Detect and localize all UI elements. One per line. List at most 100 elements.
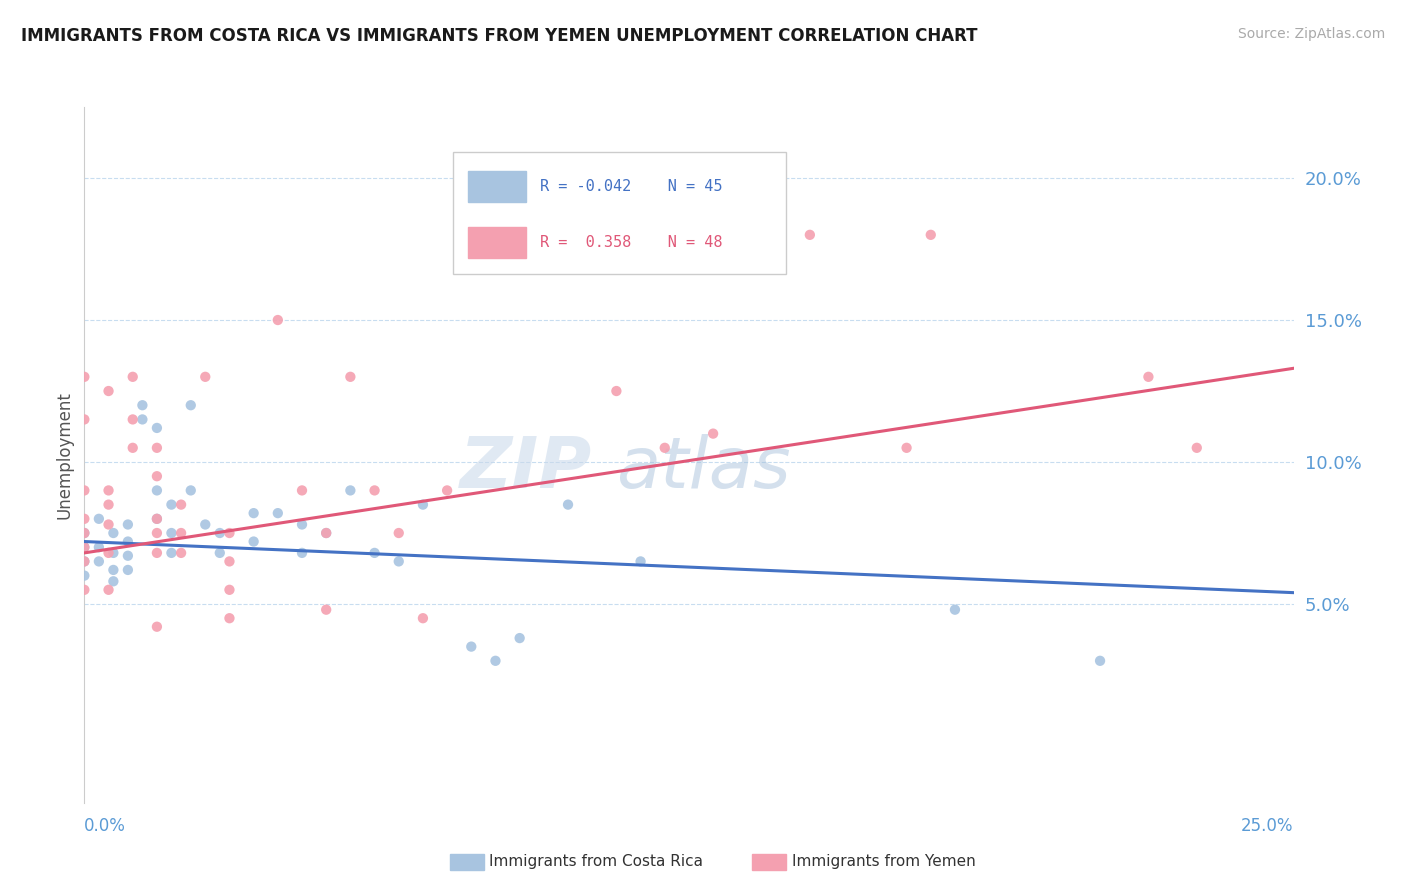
Point [412, 498, 434, 512]
Text: R = -0.042    N = 45: R = -0.042 N = 45 [540, 179, 723, 194]
Point [121, 441, 143, 455]
Point [146, 469, 169, 483]
Point [146, 483, 169, 498]
Point [180, 398, 202, 412]
Y-axis label: Unemployment: Unemployment [55, 391, 73, 519]
Point [484, 654, 506, 668]
Point [218, 582, 240, 597]
Text: R =  0.358    N = 48: R = 0.358 N = 48 [540, 235, 723, 250]
Point [654, 441, 676, 455]
Point [73, 369, 96, 384]
Point [146, 620, 169, 634]
Point [630, 554, 652, 568]
Text: ZIP: ZIP [460, 434, 592, 503]
Point [388, 554, 411, 568]
Point [73, 582, 96, 597]
Point [170, 526, 193, 541]
Point [208, 546, 231, 560]
Point [605, 384, 627, 398]
Point [436, 483, 458, 498]
Point [160, 546, 183, 560]
Point [363, 546, 385, 560]
Point [146, 512, 169, 526]
Point [97, 498, 120, 512]
Point [131, 412, 153, 426]
Point [218, 611, 240, 625]
Point [103, 574, 125, 589]
Point [97, 384, 120, 398]
Point [117, 549, 139, 563]
Point [160, 526, 183, 541]
Point [73, 483, 96, 498]
Point [73, 526, 96, 541]
Point [73, 512, 96, 526]
Point [267, 313, 290, 327]
Point [103, 526, 125, 541]
Point [218, 526, 240, 541]
Point [242, 534, 264, 549]
Point [121, 369, 143, 384]
Point [702, 426, 724, 441]
Point [146, 546, 169, 560]
Text: Source: ZipAtlas.com: Source: ZipAtlas.com [1237, 27, 1385, 41]
FancyBboxPatch shape [453, 153, 786, 274]
Point [117, 534, 139, 549]
Text: 0.0%: 0.0% [84, 817, 127, 835]
Point [315, 526, 337, 541]
Point [170, 498, 193, 512]
Point [1088, 654, 1111, 668]
Point [117, 563, 139, 577]
Point [73, 540, 96, 554]
Point [1185, 441, 1208, 455]
Point [97, 483, 120, 498]
Point [339, 369, 361, 384]
Bar [468, 227, 526, 258]
Point [388, 526, 411, 541]
Point [896, 441, 918, 455]
Point [87, 554, 110, 568]
Point [103, 546, 125, 560]
Point [87, 540, 110, 554]
Point [121, 412, 143, 426]
Point [291, 483, 314, 498]
Point [97, 582, 120, 597]
Point [73, 412, 96, 426]
Text: IMMIGRANTS FROM COSTA RICA VS IMMIGRANTS FROM YEMEN UNEMPLOYMENT CORRELATION CHA: IMMIGRANTS FROM COSTA RICA VS IMMIGRANTS… [21, 27, 977, 45]
Point [73, 526, 96, 541]
Text: Immigrants from Costa Rica: Immigrants from Costa Rica [489, 855, 703, 869]
Point [73, 554, 96, 568]
Point [363, 483, 385, 498]
Point [87, 512, 110, 526]
Text: Immigrants from Yemen: Immigrants from Yemen [792, 855, 976, 869]
Point [73, 540, 96, 554]
Point [943, 603, 966, 617]
Point [170, 546, 193, 560]
Point [267, 506, 290, 520]
Point [799, 227, 821, 242]
Point [291, 546, 314, 560]
Point [160, 498, 183, 512]
Text: 25.0%: 25.0% [1241, 817, 1294, 835]
Point [146, 512, 169, 526]
Point [146, 441, 169, 455]
Point [315, 603, 337, 617]
Point [920, 227, 942, 242]
Point [460, 640, 482, 654]
Point [1137, 369, 1160, 384]
Point [131, 398, 153, 412]
Point [339, 483, 361, 498]
Point [194, 517, 217, 532]
Point [218, 554, 240, 568]
Point [146, 421, 169, 435]
Point [242, 506, 264, 520]
Point [509, 631, 531, 645]
Point [146, 526, 169, 541]
Point [208, 526, 231, 541]
Point [291, 517, 314, 532]
Point [315, 526, 337, 541]
Point [97, 517, 120, 532]
Point [557, 498, 579, 512]
Point [412, 611, 434, 625]
Bar [468, 171, 526, 202]
Point [73, 568, 96, 582]
